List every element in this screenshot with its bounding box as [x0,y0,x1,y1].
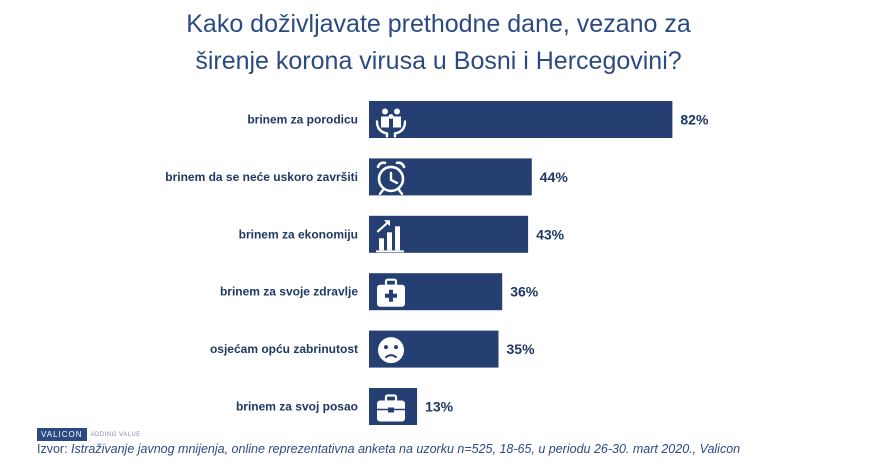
category-label-1: brinem da se neće uskoro završiti [165,170,358,184]
value-label-3: 36% [510,284,539,300]
category-label-4: osjećam opću zabrinutost [210,342,358,356]
medical-kit-icon [377,278,405,307]
source-note: Izvor: Istraživanje javnog mnijenja, onl… [37,442,867,456]
chart-title: Kako doživljavate prethodne dane, vezano… [0,6,877,80]
bar-2 [369,215,529,253]
source-text: Istraživanje javnog mnijenja, online rep… [71,442,741,456]
value-label-5: 13% [425,399,454,415]
growth-chart-icon [376,220,404,253]
value-label-4: 35% [507,341,536,357]
source-prefix: Izvor: [37,442,72,456]
value-label-2: 43% [536,226,565,242]
chart-title-line-2: širenje korona virusa u Bosni i Hercegov… [195,47,682,75]
value-label-0: 82% [680,112,709,128]
category-label-0: brinem za porodicu [247,113,358,127]
logo-tagline: ADDING VALUE [90,431,141,438]
chart-title-line-1: Kako doživljavate prethodne dane, vezano… [186,10,691,38]
family-care-icon [375,108,407,138]
briefcase-icon [377,394,405,422]
category-label-2: brinem za ekonomiju [239,227,358,241]
worried-face-icon [378,337,404,364]
category-label-3: brinem za svoje zdravlje [220,285,358,299]
alarm-clock-icon [376,161,406,196]
value-label-1: 44% [540,169,569,185]
valicon-logo: VALICON ADDING VALUE [37,428,141,441]
logo-wordmark: VALICON [37,428,87,441]
bar-0 [369,101,673,138]
category-label-5: brinem za svoj posao [236,400,358,414]
